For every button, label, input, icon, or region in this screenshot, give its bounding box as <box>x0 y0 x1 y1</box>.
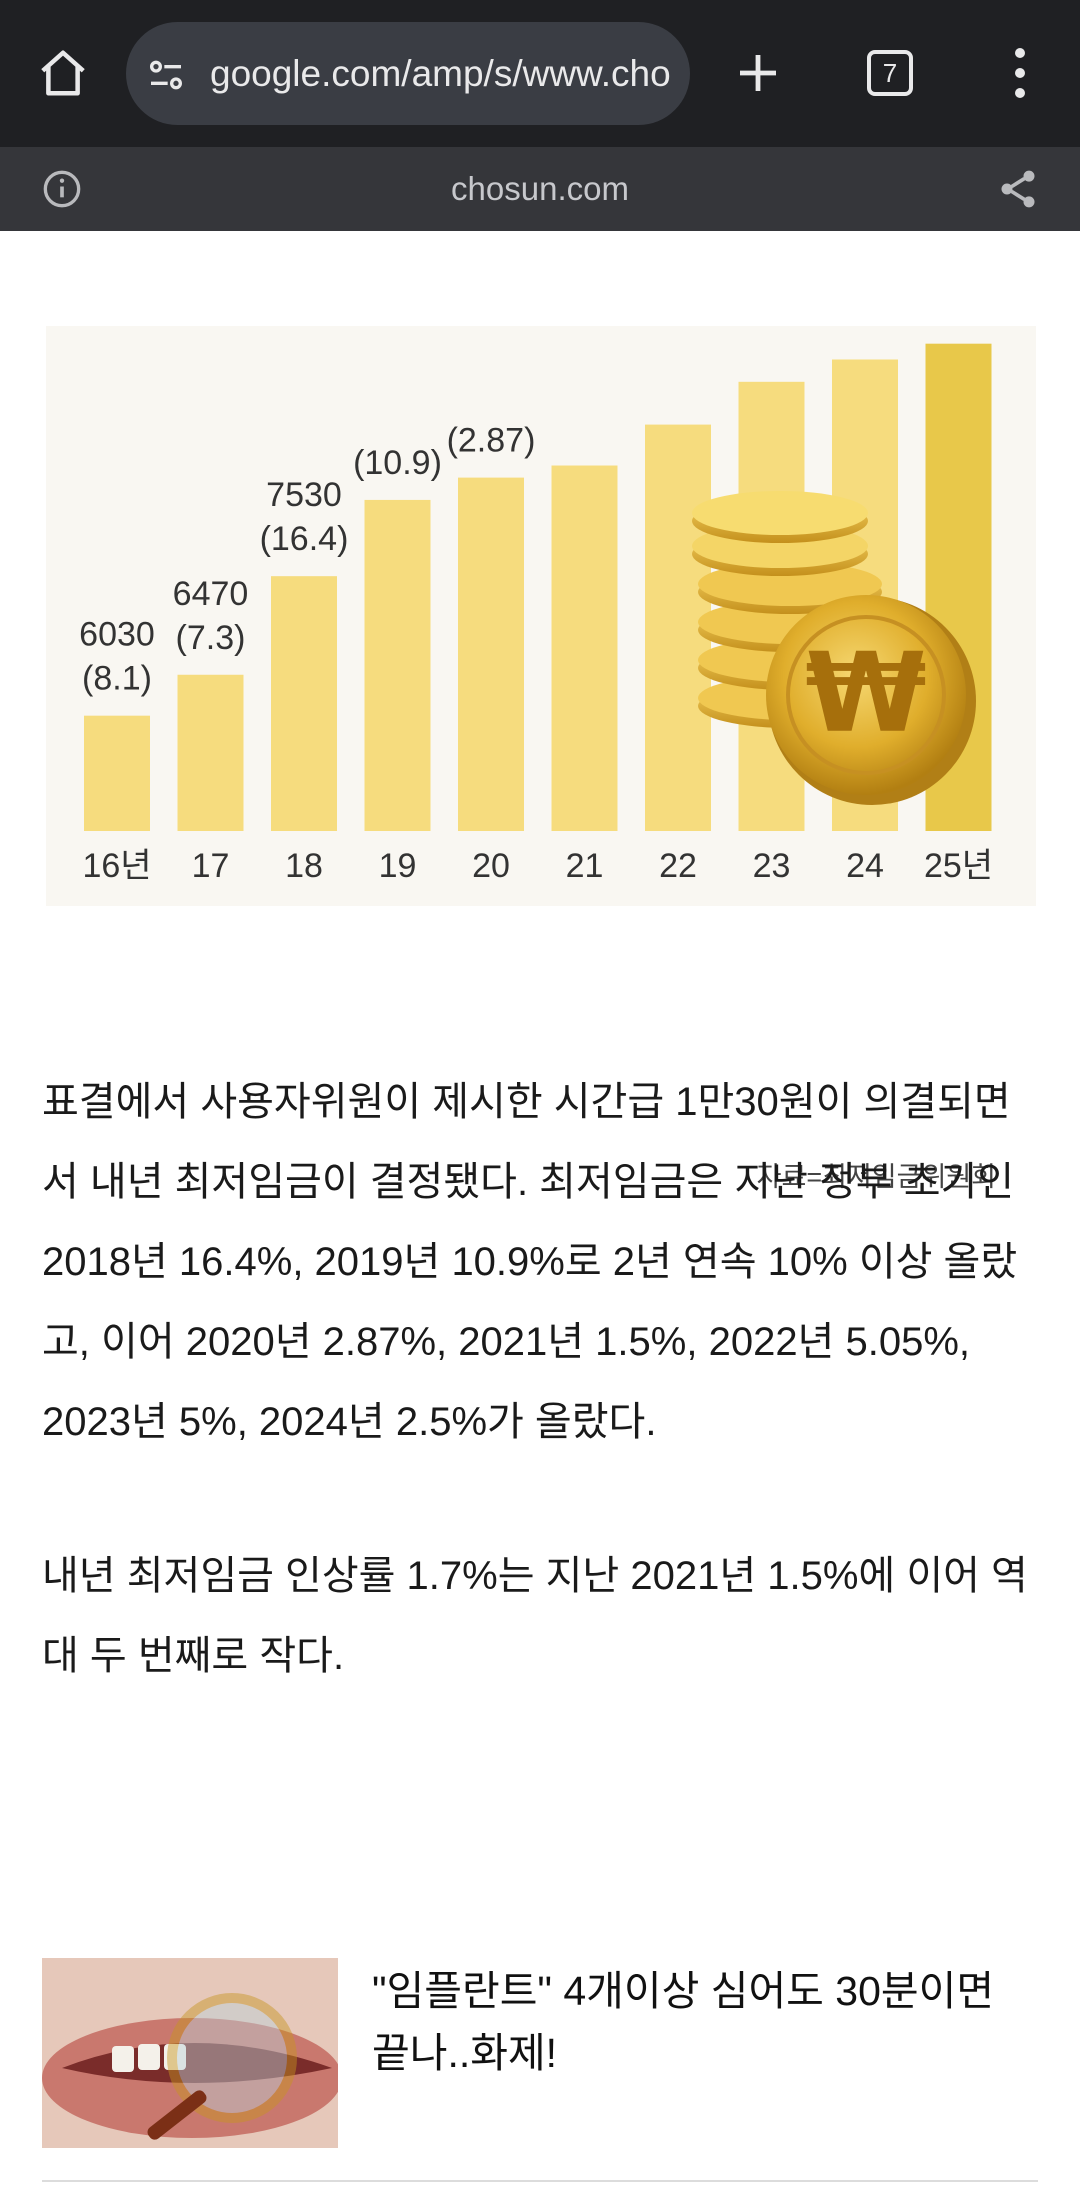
data-label-value: 7530 <box>266 476 342 514</box>
x-tick-label: 17 <box>192 847 230 885</box>
tab-switcher-button[interactable]: 7 <box>867 50 913 96</box>
chart-bar <box>551 465 618 831</box>
coin-stack-illustration: ₩ <box>692 491 976 805</box>
more-options-icon[interactable] <box>1000 40 1040 106</box>
x-tick-label: 20 <box>472 847 510 885</box>
browser-toolbar: google.com/amp/s/www.cho 7 <box>0 0 1080 147</box>
ad-thumbnail[interactable] <box>42 1958 338 2148</box>
data-label-value: 6030 <box>79 616 155 654</box>
url-text[interactable]: google.com/amp/s/www.cho <box>210 53 671 94</box>
data-label-pct: (2.87) <box>447 422 536 460</box>
site-domain: chosun.com <box>451 170 629 207</box>
x-tick-label: 25년 <box>924 847 993 885</box>
x-tick-label: 21 <box>566 847 604 885</box>
chart-bar <box>458 477 524 831</box>
x-tick-label: 16년 <box>82 847 151 885</box>
data-label-value: 6470 <box>173 575 249 613</box>
info-icon[interactable] <box>42 169 82 209</box>
x-tick-label: 23 <box>753 847 791 885</box>
ad-headline[interactable]: "임플란트" 4개이상 심어도 30분이면 끝나..화제! <box>372 1968 995 2076</box>
chart-source: 자료=최저임금위원회 <box>756 1162 996 1192</box>
article-body: 표결에서 사용자위원이 제시한 시간급 1만30원이 의결되면서 내년 최저임금… <box>42 1062 1038 1770</box>
chart-bar <box>271 576 337 831</box>
tab-count: 7 <box>882 57 898 88</box>
data-label-pct: (10.9) <box>353 444 442 482</box>
x-tick-label: 19 <box>379 847 417 885</box>
data-label-pct: (8.1) <box>82 660 152 698</box>
sponsored-item[interactable]: "임플란트" 4개이상 심어도 30분이면 끝나..화제! <box>42 1958 1038 2184</box>
bar-chart: 6030 (8.1) 6470 (7.3) 7530 (16.4)(10.9)(2.87)… <box>46 326 1036 906</box>
article-paragraph: 표결에서 사용자위원이 제시한 시간급 1만30원이 의결되면서 내년 최저임금… <box>42 1080 1018 1444</box>
home-icon[interactable] <box>30 40 96 106</box>
share-icon[interactable] <box>996 167 1040 211</box>
x-tick-label: 18 <box>285 847 323 885</box>
chart-bar <box>177 674 244 831</box>
site-settings-icon[interactable] <box>146 55 186 95</box>
site-info-bar: chosun.com <box>0 147 1080 231</box>
chart-bar <box>364 499 431 831</box>
x-tick-label: 22 <box>659 847 697 885</box>
x-tick-label: 24 <box>846 847 884 885</box>
minimum-wage-chart: 6030 (8.1) 6470 (7.3) 7530 (16.4) (10.9) (2.87)… <box>0 231 1080 1192</box>
article-paragraph: 내년 최저임금 인상률 1.7%는 지난 2021년 1.5%에 이어 역대 두… <box>42 1554 1028 1678</box>
divider <box>42 2180 1038 2182</box>
new-tab-icon[interactable] <box>728 40 788 106</box>
address-bar[interactable]: google.com/amp/s/www.cho <box>126 22 690 125</box>
data-label-pct: (7.3) <box>176 619 246 657</box>
chart-bar <box>84 715 150 831</box>
svg-text:₩: ₩ <box>805 629 926 757</box>
data-label-pct: (16.4) <box>260 520 349 558</box>
